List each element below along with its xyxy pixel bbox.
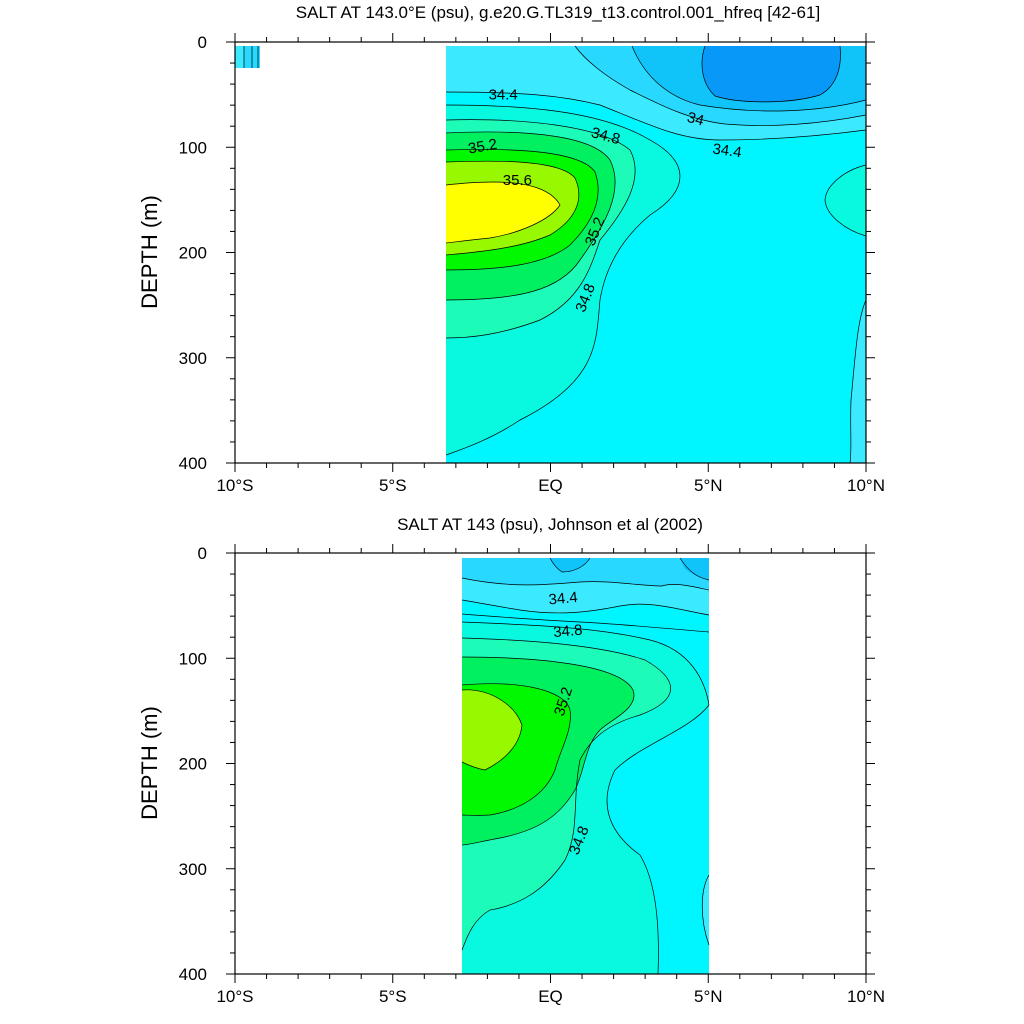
model-line-35-4 xyxy=(445,149,599,271)
model-line-east-strip xyxy=(849,299,866,463)
obs-contour-label: 34.4 xyxy=(548,589,579,608)
model-axes: 10°S 5°S EQ 5°N 10°N 0 100 200 300 400 xyxy=(179,33,885,495)
obs-contour-field: 34.434.835.234.8 xyxy=(461,557,710,974)
model-y-axis-label: DEPTH (m) xyxy=(137,195,162,309)
model-line-35-2 xyxy=(445,131,616,301)
obs-line-east-pocket xyxy=(701,874,710,946)
model-x-tick-label: EQ xyxy=(538,476,563,495)
obs-y-tick-label: 400 xyxy=(179,965,207,984)
obs-line-34-0 xyxy=(549,557,710,581)
obs-x-tick-label: 5°S xyxy=(379,987,407,1006)
obs-line-35-2 xyxy=(461,656,635,846)
obs-contour-label: 34.8 xyxy=(553,622,584,641)
obs-x-tick-label: 10°N xyxy=(847,987,885,1006)
obs-line-34-8 xyxy=(461,621,710,974)
model-y-tick-label: 200 xyxy=(179,244,207,263)
model-line-35-8 xyxy=(445,181,561,244)
obs-region-34-4-east xyxy=(702,875,709,945)
obs-region-34-0 xyxy=(550,558,709,580)
obs-x-tick-label: 10°S xyxy=(216,987,253,1006)
model-title: SALT AT 143.0°E (psu), g.e20.G.TL319_t13… xyxy=(296,3,820,22)
obs-region-35-6 xyxy=(462,689,522,770)
obs-line-34-2 xyxy=(461,577,710,591)
model-contour-label: 35.2 xyxy=(467,136,499,158)
obs-contour-lines xyxy=(461,557,710,974)
model-line-34-4 xyxy=(445,91,866,141)
model-contour-label: 34 xyxy=(685,109,706,130)
obs-y-tick-label: 100 xyxy=(179,649,207,668)
model-y-tick-label: 400 xyxy=(179,454,207,473)
obs-y-axis-label: DEPTH (m) xyxy=(137,706,162,820)
model-y-tick-label: 0 xyxy=(198,33,207,52)
obs-x-tick-label: 5°N xyxy=(694,987,723,1006)
obs-line-34-4 xyxy=(461,599,710,616)
model-line-34-2 xyxy=(574,45,866,126)
model-panel: SALT AT 143.0°E (psu), g.e20.G.TL319_t13… xyxy=(137,3,885,495)
model-region-34-8-north xyxy=(825,165,866,236)
obs-line-35-6 xyxy=(461,689,523,771)
model-contour-label: 35.6 xyxy=(503,172,532,189)
obs-y-tick-label: 300 xyxy=(179,860,207,879)
model-region-34-4-east xyxy=(850,300,866,463)
model-y-tick-label: 300 xyxy=(179,349,207,368)
model-x-tick-label: 5°S xyxy=(379,476,407,495)
model-contour-label: 34.4 xyxy=(489,87,518,104)
obs-line-35-0 xyxy=(461,637,671,951)
obs-axes: 10°S 5°S EQ 5°N 10°N 0 100 200 300 400 xyxy=(179,544,885,1006)
model-x-tick-label: 10°S xyxy=(216,476,253,495)
model-line-north-lobe xyxy=(824,164,866,237)
model-region-35-8 xyxy=(446,181,560,243)
model-region-lt-34 xyxy=(702,46,841,102)
obs-title: SALT AT 143 (psu), Johnson et al (2002) xyxy=(397,515,703,534)
model-contour-lines xyxy=(243,45,866,463)
obs-line-35-4 xyxy=(461,683,571,816)
model-contour-label: 34.8 xyxy=(589,124,622,148)
model-line-35-6 xyxy=(445,160,580,256)
model-line-34-8 xyxy=(445,104,681,456)
obs-region-34-2 xyxy=(462,558,709,590)
obs-x-tick-label: EQ xyxy=(538,987,563,1006)
model-contour-label: 34.4 xyxy=(711,140,742,161)
obs-panel: SALT AT 143 (psu), Johnson et al (2002) xyxy=(137,515,885,1006)
model-line-35-0 xyxy=(445,119,636,339)
model-x-tick-label: 10°N xyxy=(847,476,885,495)
obs-line-34-6 xyxy=(461,613,710,633)
model-line-south-patch xyxy=(243,46,259,68)
obs-y-tick-label: 0 xyxy=(198,544,207,563)
model-y-tick-label: 100 xyxy=(179,138,207,157)
model-x-tick-label: 5°N xyxy=(694,476,723,495)
obs-y-tick-label: 200 xyxy=(179,755,207,774)
model-line-34-0 xyxy=(631,45,866,112)
